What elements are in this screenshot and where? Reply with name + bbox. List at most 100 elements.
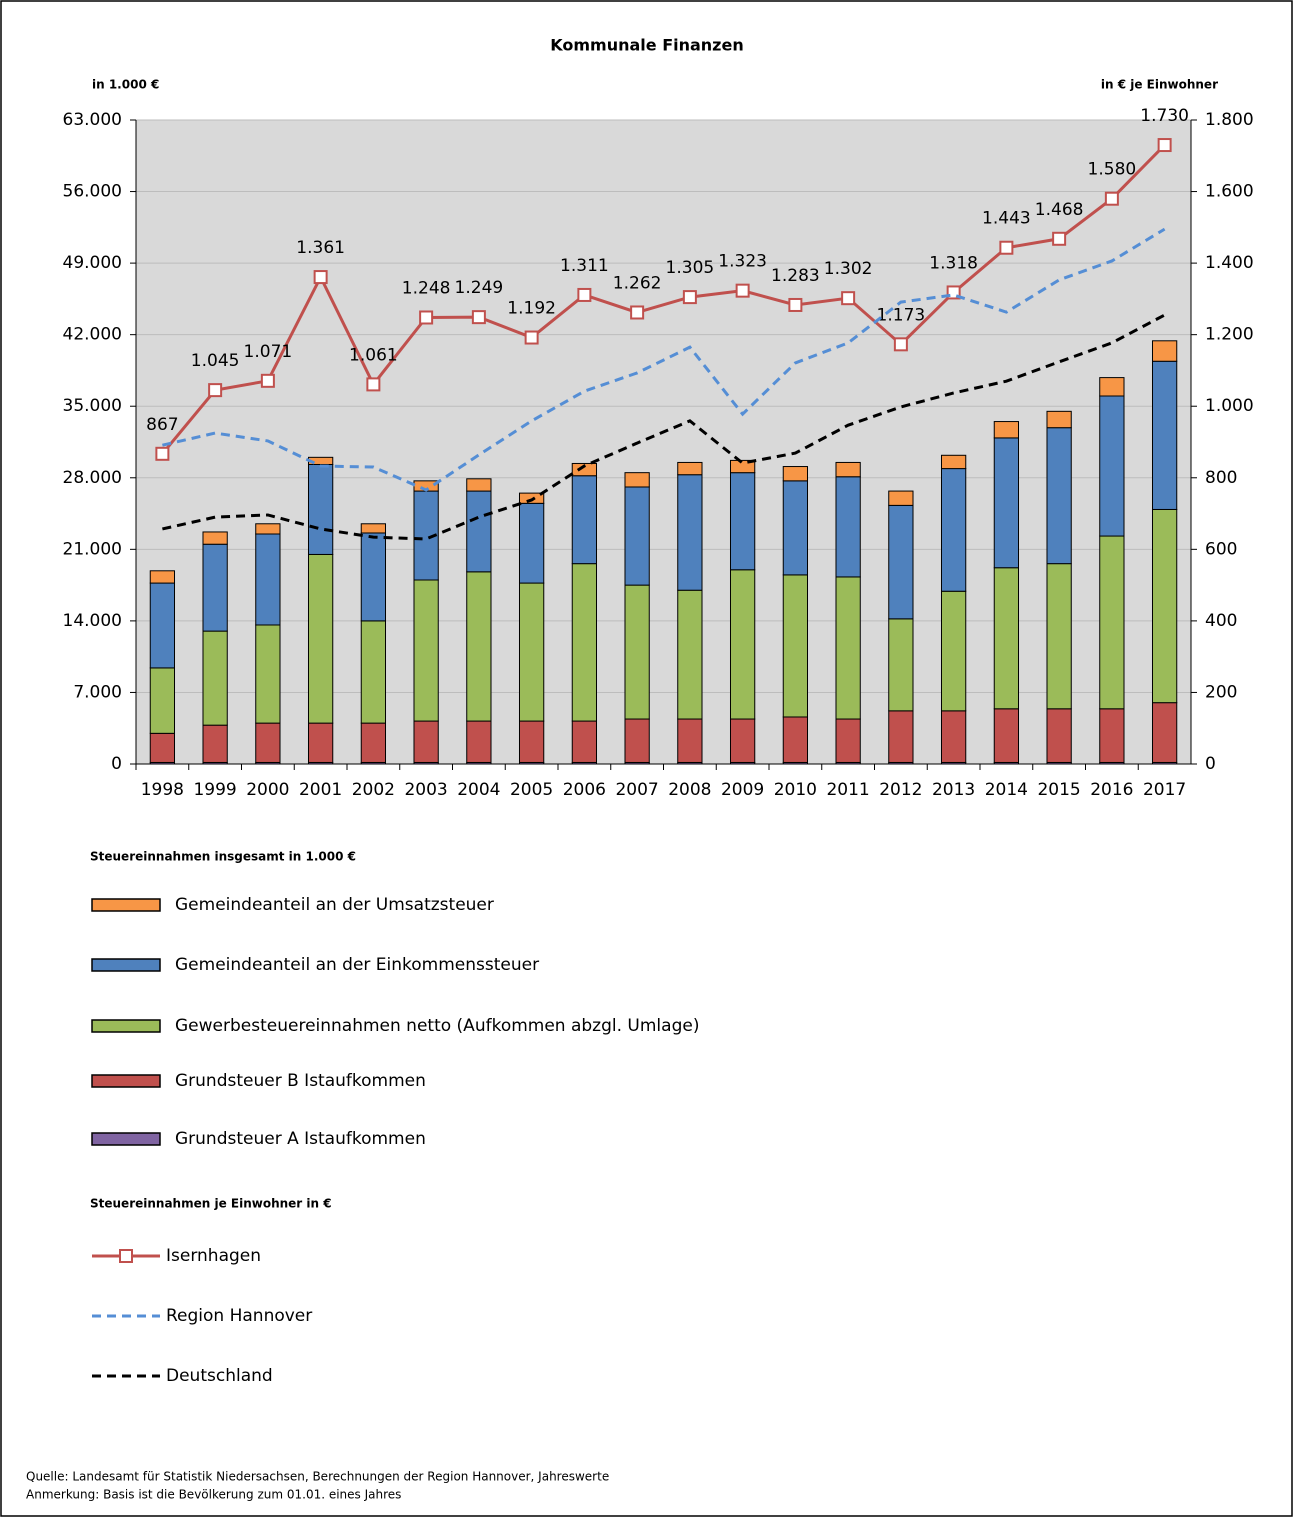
data-label: 1.580 [1088,160,1137,180]
bar-segment [835,461,861,478]
bar-segment [466,720,492,763]
bar-segment [993,421,1020,439]
bar-segment [940,710,967,763]
bar-segment [624,584,650,720]
legend-label: Isernhagen [166,1246,261,1266]
bar-segment [782,574,809,718]
legend-marker [119,1249,133,1263]
legend-label: Grundsteuer B Istaufkommen [175,1071,426,1091]
x-tick-label: 2014 [985,780,1028,800]
plot-area [136,120,1191,764]
y-tick-label: 7.000 [73,682,122,702]
bar-segment [413,579,439,722]
bar-segment [1046,427,1072,565]
bar-segment [624,486,650,586]
bar-segment [255,722,281,763]
data-label: 1.262 [613,273,662,293]
bar-segment [149,732,176,763]
bar-segment [255,624,281,724]
y2-tick-label: 600 [1205,539,1237,559]
bar-segment [360,532,387,622]
bar-segment [782,480,809,576]
bar-segment [149,582,176,669]
bar-segment [624,718,650,763]
line-marker [1052,231,1067,246]
x-tick-label: 1998 [141,780,184,800]
bar-segment [307,722,334,763]
legend-title: Steuereinnahmen je Einwohner in € [90,1197,332,1211]
bar-segment [571,720,598,763]
line-marker [155,446,170,461]
legend-swatch [91,958,161,972]
data-label: 1.305 [666,258,715,278]
data-label: 1.173 [877,305,926,325]
bar-segment [835,476,861,578]
bar-segment [149,667,176,734]
y2-tick-label: 1.600 [1205,182,1254,202]
bar-segment [202,543,228,632]
bar-segment [202,630,228,726]
legend-title: Steuereinnahmen insgesamt in 1.000 € [90,850,356,864]
bar-segment [571,563,598,722]
y-axis-label: in 1.000 € [92,78,159,92]
bar-segment [1151,340,1178,362]
bar-segment [940,468,967,592]
legend-label: Gemeindeanteil an der Einkommenssteuer [175,955,539,975]
legend-label: Grundsteuer A Istaufkommen [175,1129,426,1149]
data-label: 1.468 [1035,200,1084,220]
bar-segment [360,620,387,724]
data-label: 1.443 [982,209,1031,229]
bar-segment [940,454,967,470]
data-label: 1.323 [718,252,767,272]
bar-segment [782,716,809,763]
bar-segment [1046,410,1072,429]
y-tick-label: 42.000 [63,325,122,345]
y2-axis-label: in € je Einwohner [1101,78,1218,92]
y-tick-label: 49.000 [63,253,122,273]
data-label: 1.045 [191,351,240,371]
data-label: 1.318 [929,253,978,273]
data-label: 1.361 [296,238,345,258]
bar-segment [1099,708,1125,763]
source-note: Quelle: Landesamt für Statistik Niedersa… [26,1470,609,1484]
data-label: 1.192 [507,299,556,319]
x-tick-label: 2008 [668,780,711,800]
bar-segment [518,720,545,763]
bar-segment [571,462,598,477]
data-label: 1.248 [402,278,451,298]
legend-label: Region Hannover [166,1306,312,1326]
x-tick-label: 2002 [352,780,395,800]
y2-tick-label: 400 [1205,611,1237,631]
x-tick-label: 2016 [1090,780,1133,800]
line-marker [1104,191,1119,206]
bar-segment [1099,395,1125,537]
line [162,313,1166,541]
y2-tick-label: 0 [1205,754,1216,774]
x-tick-label: 2010 [774,780,817,800]
x-tick-label: 2011 [826,780,869,800]
line-marker [313,270,328,285]
bar-segment [307,463,334,555]
data-label: 1.730 [1140,106,1189,126]
data-label: 1.283 [771,266,820,286]
line [161,143,1166,455]
data-label: 1.061 [349,345,398,365]
bar-segment [993,567,1020,710]
line-marker [630,305,645,320]
bar-segment [993,437,1020,569]
y2-tick-label: 1.400 [1205,253,1254,273]
legend-swatch [91,898,161,912]
bar-segment [466,571,492,722]
bar-segment [1046,708,1072,763]
bar-segment [149,570,176,584]
line-marker [524,330,539,345]
y-tick-label: 28.000 [63,468,122,488]
legend-swatch [91,1132,161,1146]
data-label: 1.311 [560,256,609,276]
line-marker [577,287,592,302]
x-tick-label: 2006 [563,780,606,800]
y-tick-label: 63.000 [63,110,122,130]
x-tick-label: 2015 [1037,780,1080,800]
bar-segment [835,718,861,763]
legend-label: Gemeindeanteil an der Umsatzsteuer [175,895,494,915]
